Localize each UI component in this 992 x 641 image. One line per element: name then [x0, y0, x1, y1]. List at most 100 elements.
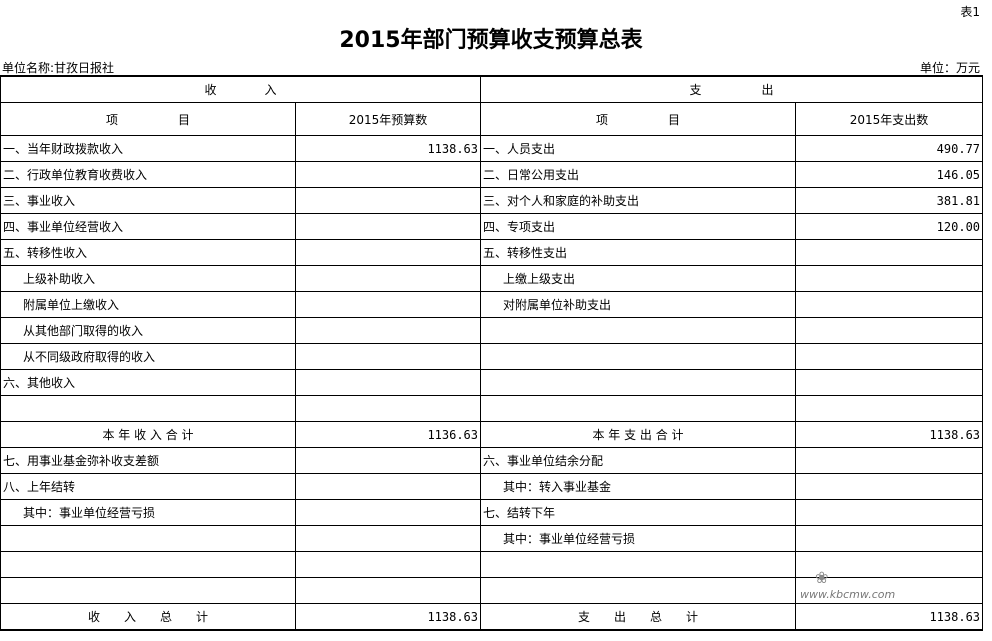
expense-amount-cell[interactable]: 120.00	[795, 213, 984, 240]
income-item-cell[interactable]: 七、用事业基金弥补收支差额	[0, 447, 296, 474]
income-item-cell[interactable]: 八、上年结转	[0, 473, 296, 500]
unit-name: 单位名称:甘孜日报社	[2, 61, 115, 75]
expense-amount-cell[interactable]: 381.81	[795, 187, 984, 214]
table-row	[0, 551, 984, 578]
table-row: 八、上年结转 其中：转入事业基金	[0, 473, 984, 500]
income-amount-cell[interactable]	[294, 343, 482, 370]
income-item-cell[interactable]: 其中：事业单位经营亏损	[0, 499, 296, 526]
expense-item-cell[interactable]	[480, 317, 797, 344]
income-amount-cell[interactable]: 1136.63	[294, 421, 482, 448]
income-item-cell[interactable]: 六、其他收入	[0, 369, 296, 396]
expense-amount-cell[interactable]	[795, 343, 984, 370]
table-row: 五、转移性收入 五、转移性支出	[0, 239, 984, 266]
expense-amount-cell[interactable]	[795, 525, 984, 552]
expense-amount-cell[interactable]	[795, 369, 984, 396]
income-amount-cell[interactable]: 1138.63	[294, 603, 482, 631]
income-amount-cell[interactable]	[294, 577, 482, 604]
expense-item-cell[interactable]: 其中：转入事业基金	[480, 473, 797, 500]
income-item-cell[interactable]: 上级补助收入	[0, 265, 296, 292]
table-row: 其中：事业单位经营亏损 七、结转下年	[0, 499, 984, 526]
expense-amount-cell[interactable]	[795, 499, 984, 526]
income-amount-cell[interactable]	[294, 213, 482, 240]
income-item-cell[interactable]: 从不同级政府取得的收入	[0, 343, 296, 370]
table-row: 三、事业收入 三、对个人和家庭的补助支出 381.81	[0, 187, 984, 214]
income-amount-cell[interactable]	[294, 317, 482, 344]
income-amount-cell[interactable]	[294, 473, 482, 500]
expense-amount-cell[interactable]	[795, 239, 984, 266]
expense-item-cell[interactable]: 六、事业单位结余分配	[480, 447, 797, 474]
expense-item-cell[interactable]: 本 年 支 出 合 计	[480, 421, 797, 448]
expense-item-cell[interactable]: 五、转移性支出	[480, 239, 797, 266]
income-item-cell[interactable]: 附属单位上缴收入	[0, 291, 296, 318]
expense-amount-cell[interactable]	[795, 473, 984, 500]
income-item-header: 项 目	[0, 102, 296, 136]
income-item-cell[interactable]: 本 年 收 入 合 计	[0, 421, 296, 448]
income-amount-header: 2015年预算数	[294, 102, 482, 136]
expense-item-cell[interactable]	[480, 551, 797, 578]
income-amount-cell[interactable]	[294, 265, 482, 292]
expense-item-cell[interactable]: 二、日常公用支出	[480, 161, 797, 188]
column-header-row: 项 目 2015年预算数 项 目 2015年支出数	[0, 102, 984, 136]
expense-amount-cell[interactable]: 146.05	[795, 161, 984, 188]
table-row: 二、行政单位教育收费收入 二、日常公用支出 146.05	[0, 161, 984, 188]
income-amount-cell[interactable]	[294, 369, 482, 396]
table-row: 附属单位上缴收入 对附属单位补助支出	[0, 291, 984, 318]
expense-amount-header: 2015年支出数	[795, 102, 984, 136]
income-amount-cell[interactable]	[294, 499, 482, 526]
expense-item-cell[interactable]: 三、对个人和家庭的补助支出	[480, 187, 797, 214]
expense-item-cell[interactable]	[480, 395, 797, 422]
income-item-cell[interactable]	[0, 577, 296, 604]
expense-amount-cell[interactable]: 1138.63	[795, 421, 984, 448]
table-number: 表1	[960, 5, 980, 19]
table-row	[0, 395, 984, 422]
income-amount-cell[interactable]	[294, 291, 482, 318]
income-section-header: 收 入	[0, 75, 482, 103]
expense-amount-cell[interactable]	[795, 447, 984, 474]
expense-item-cell[interactable]	[480, 343, 797, 370]
income-item-cell[interactable]: 一、当年财政拨款收入	[0, 135, 296, 162]
income-item-cell[interactable]	[0, 525, 296, 552]
expense-item-cell[interactable]: 其中：事业单位经营亏损	[480, 525, 797, 552]
income-amount-cell[interactable]	[294, 551, 482, 578]
income-item-cell[interactable]	[0, 395, 296, 422]
income-item-cell[interactable]: 四、事业单位经营收入	[0, 213, 296, 240]
income-amount-cell[interactable]: 1138.63	[294, 135, 482, 162]
expense-amount-cell[interactable]	[795, 317, 984, 344]
income-item-cell[interactable]	[0, 551, 296, 578]
expense-section-header: 支 出	[480, 75, 984, 103]
income-item-cell[interactable]: 五、转移性收入	[0, 239, 296, 266]
expense-item-cell[interactable]	[480, 577, 797, 604]
section-header-row: 收 入 支 出	[0, 75, 984, 103]
income-item-cell[interactable]: 从其他部门取得的收入	[0, 317, 296, 344]
expense-amount-cell[interactable]	[795, 395, 984, 422]
expense-item-cell[interactable]: 支 出 总 计	[480, 603, 797, 631]
budget-table: 收 入 支 出 项 目 2015年预算数 项 目 2015年支出数 一、当年财政…	[0, 75, 984, 631]
table-row: 从不同级政府取得的收入	[0, 343, 984, 370]
income-amount-cell[interactable]	[294, 447, 482, 474]
expense-item-cell[interactable]: 一、人员支出	[480, 135, 797, 162]
table-row: 其中：事业单位经营亏损	[0, 525, 984, 552]
income-amount-cell[interactable]	[294, 161, 482, 188]
expense-item-cell[interactable]: 四、专项支出	[480, 213, 797, 240]
income-item-cell[interactable]: 三、事业收入	[0, 187, 296, 214]
income-item-cell[interactable]: 二、行政单位教育收费收入	[0, 161, 296, 188]
income-amount-cell[interactable]	[294, 239, 482, 266]
expense-item-cell[interactable]: 七、结转下年	[480, 499, 797, 526]
expense-item-cell[interactable]: 对附属单位补助支出	[480, 291, 797, 318]
income-amount-cell[interactable]	[294, 525, 482, 552]
expense-amount-cell[interactable]	[795, 291, 984, 318]
table-row: 收 入 总 计 1138.63 支 出 总 计 1138.63	[0, 603, 984, 631]
expense-item-cell[interactable]: 上缴上级支出	[480, 265, 797, 292]
table-row	[0, 577, 984, 604]
expense-item-header: 项 目	[480, 102, 797, 136]
expense-amount-cell[interactable]	[795, 265, 984, 292]
expense-item-cell[interactable]	[480, 369, 797, 396]
income-item-cell[interactable]: 收 入 总 计	[0, 603, 296, 631]
expense-amount-cell[interactable]: 1138.63	[795, 603, 984, 631]
table-row: 六、其他收入	[0, 369, 984, 396]
expense-amount-cell[interactable]	[795, 577, 984, 604]
currency-unit: 单位：万元	[919, 61, 980, 75]
income-amount-cell[interactable]	[294, 395, 482, 422]
expense-amount-cell[interactable]: 490.77	[795, 135, 984, 162]
income-amount-cell[interactable]	[294, 187, 482, 214]
